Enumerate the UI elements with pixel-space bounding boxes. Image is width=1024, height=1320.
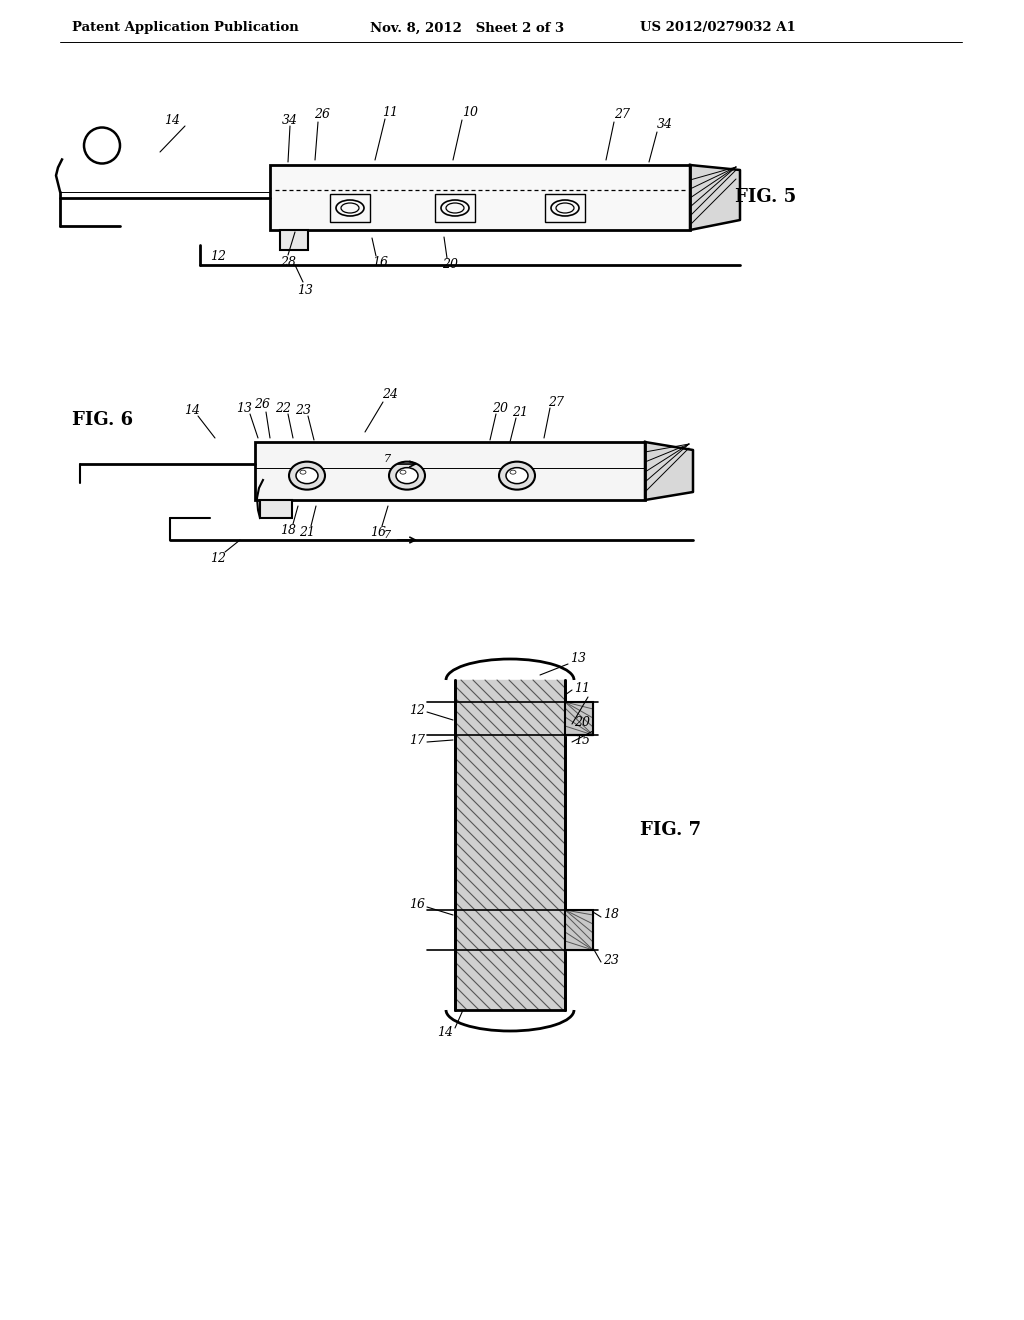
Text: 18: 18: [280, 524, 296, 536]
Text: 16: 16: [372, 256, 388, 268]
Text: 24: 24: [382, 388, 398, 401]
Text: 12: 12: [210, 251, 226, 264]
Text: 13: 13: [236, 401, 252, 414]
Ellipse shape: [396, 467, 418, 483]
Polygon shape: [645, 442, 693, 500]
Ellipse shape: [300, 470, 306, 474]
Text: 14: 14: [164, 114, 180, 127]
Text: 23: 23: [295, 404, 311, 417]
Ellipse shape: [289, 462, 325, 490]
Ellipse shape: [389, 462, 425, 490]
Text: 21: 21: [299, 527, 315, 540]
Text: 18: 18: [603, 908, 618, 921]
Text: FIG. 5: FIG. 5: [735, 189, 797, 206]
Text: 22: 22: [275, 401, 291, 414]
Text: 13: 13: [570, 652, 586, 664]
Bar: [545, 194, 585, 222]
Text: 12: 12: [210, 552, 226, 565]
Text: 20: 20: [442, 259, 458, 272]
Text: 28: 28: [280, 256, 296, 268]
Text: Patent Application Publication: Patent Application Publication: [72, 21, 299, 34]
Bar: [255, 442, 645, 500]
Bar: [260, 500, 292, 517]
Text: 14: 14: [437, 1026, 453, 1039]
Bar: [330, 194, 370, 222]
Text: 15: 15: [574, 734, 590, 747]
Text: 13: 13: [297, 284, 313, 297]
Ellipse shape: [499, 462, 535, 490]
Text: 34: 34: [657, 119, 673, 132]
Text: 12: 12: [409, 704, 425, 717]
Bar: [565, 909, 593, 950]
Bar: [280, 230, 308, 249]
Ellipse shape: [510, 470, 516, 474]
Text: 26: 26: [314, 108, 330, 121]
Text: 7: 7: [383, 531, 390, 540]
Polygon shape: [455, 680, 565, 1010]
Text: 11: 11: [382, 106, 398, 119]
Polygon shape: [690, 165, 740, 230]
Text: 14: 14: [184, 404, 200, 417]
Text: Nov. 8, 2012   Sheet 2 of 3: Nov. 8, 2012 Sheet 2 of 3: [370, 21, 564, 34]
Polygon shape: [565, 909, 593, 950]
Text: 16: 16: [409, 899, 425, 912]
Text: 21: 21: [512, 405, 528, 418]
Bar: [435, 194, 475, 222]
Text: 17: 17: [409, 734, 425, 747]
Ellipse shape: [296, 467, 318, 483]
Text: 7: 7: [383, 454, 390, 465]
Ellipse shape: [400, 470, 406, 474]
Text: 10: 10: [462, 107, 478, 120]
Ellipse shape: [506, 467, 528, 483]
Polygon shape: [565, 702, 593, 735]
Text: 27: 27: [614, 108, 630, 121]
Text: 23: 23: [603, 953, 618, 966]
Text: 16: 16: [370, 527, 386, 540]
Text: 20: 20: [492, 401, 508, 414]
Text: 26: 26: [254, 399, 270, 412]
Text: FIG. 7: FIG. 7: [640, 821, 701, 840]
Text: FIG. 6: FIG. 6: [72, 411, 133, 429]
Text: 27: 27: [548, 396, 564, 408]
Text: 20: 20: [574, 715, 590, 729]
Text: US 2012/0279032 A1: US 2012/0279032 A1: [640, 21, 796, 34]
Text: 11: 11: [574, 681, 590, 694]
Text: 34: 34: [282, 114, 298, 127]
Bar: [565, 702, 593, 735]
Bar: [270, 165, 690, 230]
